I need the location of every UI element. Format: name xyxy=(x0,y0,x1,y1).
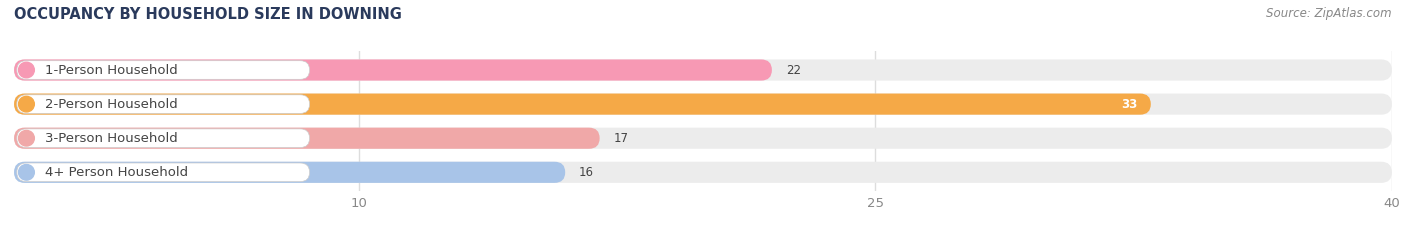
Text: 1-Person Household: 1-Person Household xyxy=(45,64,179,76)
FancyBboxPatch shape xyxy=(17,95,309,113)
Text: 3-Person Household: 3-Person Household xyxy=(45,132,179,145)
Text: Source: ZipAtlas.com: Source: ZipAtlas.com xyxy=(1267,7,1392,20)
Circle shape xyxy=(18,164,34,180)
FancyBboxPatch shape xyxy=(14,93,1152,115)
FancyBboxPatch shape xyxy=(14,59,1392,81)
FancyBboxPatch shape xyxy=(14,128,599,149)
Text: 22: 22 xyxy=(786,64,800,76)
FancyBboxPatch shape xyxy=(17,129,309,147)
Circle shape xyxy=(18,96,34,112)
FancyBboxPatch shape xyxy=(17,163,309,182)
FancyBboxPatch shape xyxy=(14,162,1392,183)
Text: 4+ Person Household: 4+ Person Household xyxy=(45,166,188,179)
Text: OCCUPANCY BY HOUSEHOLD SIZE IN DOWNING: OCCUPANCY BY HOUSEHOLD SIZE IN DOWNING xyxy=(14,7,402,22)
FancyBboxPatch shape xyxy=(14,59,772,81)
Text: 2-Person Household: 2-Person Household xyxy=(45,98,179,111)
FancyBboxPatch shape xyxy=(14,162,565,183)
FancyBboxPatch shape xyxy=(14,128,1392,149)
Circle shape xyxy=(18,130,34,146)
FancyBboxPatch shape xyxy=(14,93,1392,115)
Circle shape xyxy=(18,62,34,78)
Text: 17: 17 xyxy=(613,132,628,145)
Text: 16: 16 xyxy=(579,166,593,179)
FancyBboxPatch shape xyxy=(17,61,309,79)
Text: 33: 33 xyxy=(1121,98,1137,111)
